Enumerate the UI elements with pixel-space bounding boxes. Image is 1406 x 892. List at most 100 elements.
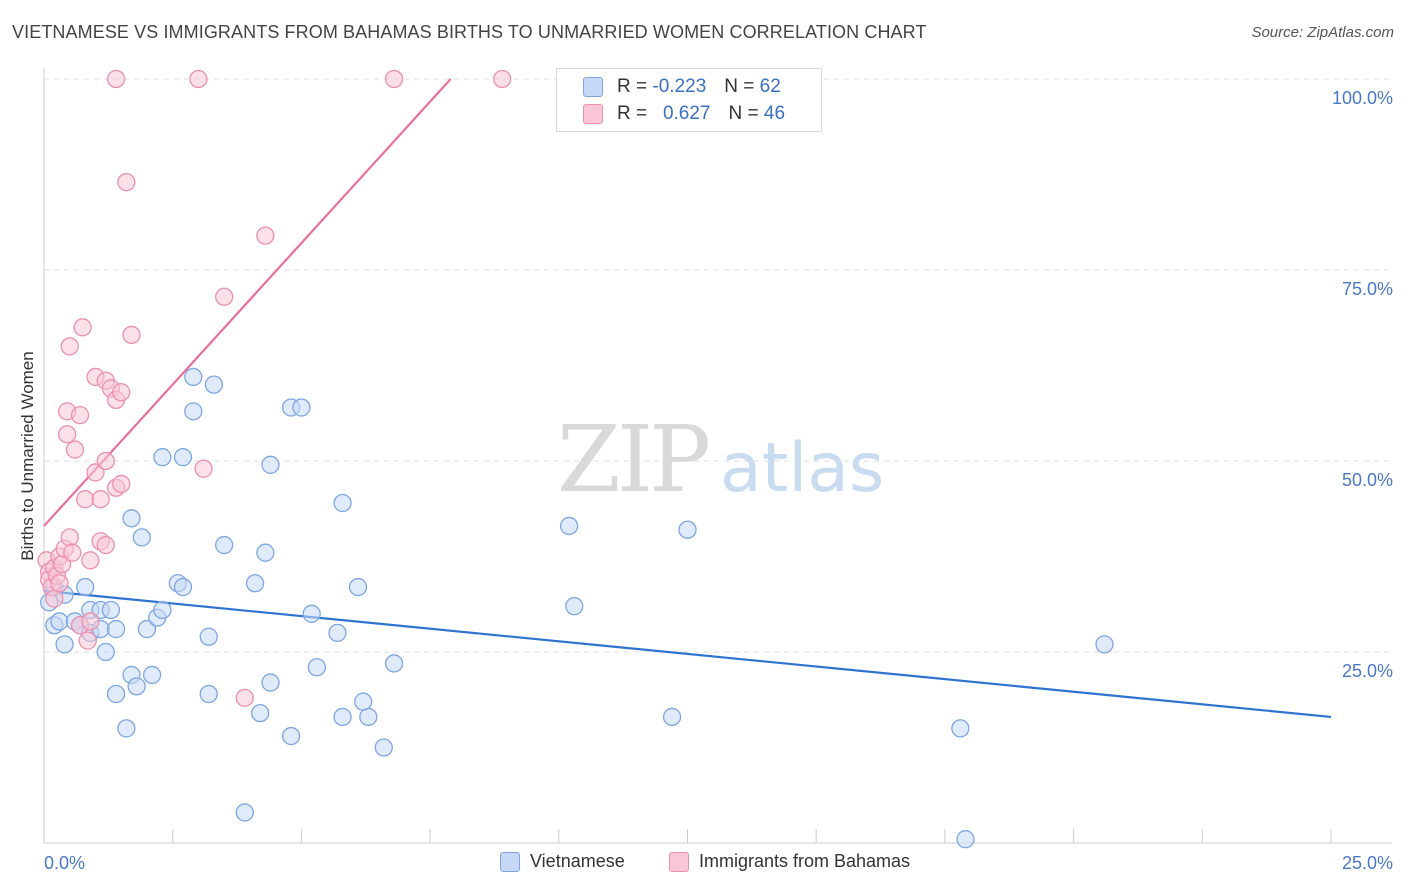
vietnamese-point: [173, 448, 193, 467]
legend-n-value: 46: [763, 103, 786, 124]
x-tick-label: 25.0%: [1342, 853, 1393, 873]
vietnamese-point: [199, 684, 218, 704]
vietnamese-point: [251, 703, 270, 723]
vietnamese-point: [374, 738, 393, 757]
bahamas-point: [70, 406, 90, 425]
y-tick-label: 100.0%: [1332, 88, 1393, 108]
x-tick-label: 0.0%: [44, 853, 85, 873]
vietnamese-point: [50, 612, 69, 631]
watermark-atlas: atlas: [720, 429, 884, 508]
bottom-legend: Vietnamese Immigrants from Bahamas: [0, 851, 1406, 879]
vietnamese-point: [559, 516, 579, 536]
bottom-legend-label: Immigrants from Bahamas: [699, 851, 911, 871]
y-tick-label: 75.0%: [1342, 279, 1393, 299]
watermark-zip: ZIP: [557, 406, 708, 513]
bottom-legend-bahamas: Immigrants from Bahamas: [669, 851, 910, 872]
vietnamese-point: [96, 642, 115, 662]
vietnamese-point: [333, 707, 352, 727]
bottom-legend-label: Vietnamese: [530, 851, 625, 871]
vietnamese-point: [235, 803, 254, 822]
vietnamese-point: [281, 726, 301, 746]
bahamas-point: [215, 287, 234, 306]
bahamas-point: [96, 535, 115, 555]
bahamas-point: [189, 69, 208, 89]
bahamas-point: [81, 551, 100, 570]
bahamas-point: [78, 631, 97, 650]
legend-n-label: N =: [728, 103, 759, 124]
bahamas-point: [63, 543, 82, 562]
data-points: [37, 69, 1114, 849]
bahamas-point: [256, 226, 275, 245]
bahamas-point: [106, 69, 126, 89]
legend-r-value: -0.223: [652, 76, 707, 97]
vietnamese-point: [307, 658, 326, 677]
vietnamese-point: [354, 692, 373, 711]
vietnamese-point: [956, 830, 975, 849]
bahamas-point: [58, 425, 77, 444]
vietnamese-point: [1095, 635, 1114, 654]
vietnamese-point: [662, 707, 682, 727]
vietnamese-point: [142, 665, 162, 685]
chart-title: VIETNAMESE VS IMMIGRANTS FROM BAHAMAS BI…: [12, 22, 927, 42]
y-axis-title: Births to Unmarried Women: [18, 351, 37, 560]
bahamas-point: [384, 69, 404, 89]
bahamas-point: [112, 474, 131, 494]
vietnamese-point: [153, 600, 172, 620]
trend-lines: [43, 78, 1332, 719]
vietnamese-point: [127, 677, 146, 696]
bahamas-point: [65, 440, 85, 459]
vietnamese-point: [55, 635, 74, 654]
bahamas-point: [117, 172, 136, 192]
vietnamese-point: [348, 577, 368, 597]
legend-r-label: R =: [617, 76, 648, 97]
vietnamese-point: [184, 367, 203, 387]
vietnamese-point: [256, 543, 275, 562]
bahamas-point: [86, 463, 105, 482]
legend-swatch-blue: [583, 77, 603, 97]
bahamas-point: [76, 490, 95, 509]
vietnamese-point: [204, 375, 224, 394]
axes: 25.0% 50.0% 75.0% 100.0% 0.0% 25.0%: [43, 68, 1393, 873]
bahamas-point: [73, 318, 92, 337]
bottom-legend-swatch-pink: [669, 851, 689, 872]
legend-n-value: 62: [759, 76, 781, 97]
bahamas-point: [194, 459, 213, 478]
vietnamese-point: [106, 619, 126, 639]
vietnamese-point: [117, 719, 136, 738]
vietnamese-point: [333, 493, 352, 513]
vietnamese-point: [245, 574, 265, 593]
vietnamese-point: [261, 455, 280, 474]
bahamas-point: [60, 528, 79, 547]
y-tick-label: 25.0%: [1342, 661, 1393, 681]
legend-r-value: 0.627: [662, 103, 711, 124]
vietnamese-point: [132, 528, 151, 547]
legend-swatch-pink: [583, 104, 603, 124]
bahamas-point: [235, 688, 254, 707]
bahamas-point: [60, 337, 79, 356]
vietnamese-point: [359, 707, 378, 727]
vietnamese-point: [951, 719, 970, 738]
vietnamese-point: [261, 673, 280, 692]
bottom-legend-vietnamese: Vietnamese: [500, 851, 625, 872]
vietnamese-point: [565, 597, 584, 616]
watermark: ZIP atlas: [557, 406, 884, 513]
vietnamese-point: [292, 398, 311, 417]
bahamas-point: [81, 612, 100, 631]
vietnamese-point: [137, 619, 157, 639]
bahamas-point: [96, 451, 115, 471]
vietnamese-point: [184, 402, 203, 421]
legend-row-bahamas: R = 0.627 N = 46: [583, 102, 785, 126]
vietnamese-point: [199, 627, 218, 646]
bahamas-point: [91, 490, 110, 509]
bahamas-point: [493, 69, 512, 89]
gridlines: [44, 78, 1392, 653]
vietnamese-point: [328, 623, 347, 643]
bahamas-trend-line: [43, 78, 452, 527]
chart-source: Source: ZipAtlas.com: [1251, 24, 1394, 41]
bahamas-point: [45, 589, 64, 608]
bottom-legend-swatch-blue: [500, 851, 520, 872]
bahamas-point: [112, 383, 131, 402]
legend-n-label: N =: [724, 76, 755, 97]
vietnamese-trend-line: [43, 589, 1332, 719]
